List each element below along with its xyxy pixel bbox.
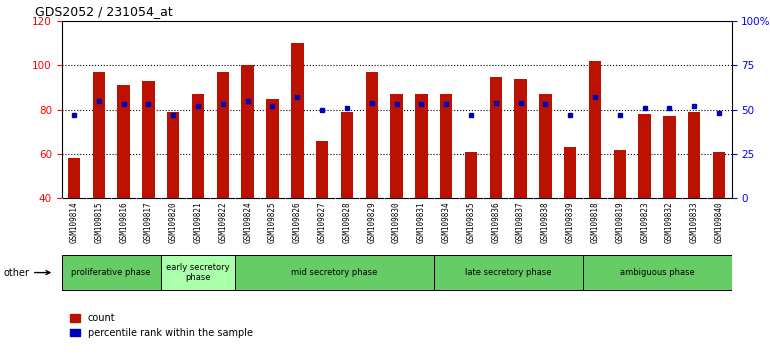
Text: GSM109821: GSM109821 (193, 201, 203, 242)
Bar (440, 94, 453, 198)
Text: other: other (3, 268, 50, 278)
FancyBboxPatch shape (583, 255, 732, 290)
Text: GSM109834: GSM109834 (442, 201, 450, 242)
Text: GSM109830: GSM109830 (392, 201, 401, 242)
Text: ambiguous phase: ambiguous phase (620, 268, 695, 277)
Bar (192, 94, 204, 198)
Text: GSM109828: GSM109828 (343, 201, 351, 242)
Bar (366, 72, 378, 198)
Text: GSM109822: GSM109822 (219, 201, 227, 242)
Bar (490, 76, 502, 198)
Text: GSM109840: GSM109840 (715, 201, 724, 242)
Bar (68, 159, 80, 198)
Text: GSM109829: GSM109829 (367, 201, 377, 242)
Bar (539, 94, 551, 198)
Bar (242, 65, 254, 198)
Text: GSM109832: GSM109832 (665, 201, 674, 242)
Text: GSM109825: GSM109825 (268, 201, 277, 242)
Bar (688, 112, 701, 198)
Text: GSM109835: GSM109835 (467, 201, 476, 242)
Bar (713, 152, 725, 198)
FancyBboxPatch shape (161, 255, 236, 290)
Text: early secretory
phase: early secretory phase (166, 263, 230, 282)
Text: GSM109814: GSM109814 (69, 201, 79, 242)
Text: GSM109815: GSM109815 (94, 201, 103, 242)
Text: mid secretory phase: mid secretory phase (291, 268, 378, 277)
Bar (415, 94, 427, 198)
Text: GSM109818: GSM109818 (591, 201, 600, 242)
Text: GSM109837: GSM109837 (516, 201, 525, 242)
Text: GSM109839: GSM109839 (566, 201, 574, 242)
Bar (266, 99, 279, 198)
FancyBboxPatch shape (236, 255, 434, 290)
Text: GDS2052 / 231054_at: GDS2052 / 231054_at (35, 5, 172, 18)
FancyBboxPatch shape (434, 255, 583, 290)
Bar (564, 147, 577, 198)
Text: GSM109820: GSM109820 (169, 201, 178, 242)
Bar (614, 149, 626, 198)
Legend: count, percentile rank within the sample: count, percentile rank within the sample (66, 309, 256, 342)
Text: GSM109823: GSM109823 (640, 201, 649, 242)
FancyBboxPatch shape (62, 255, 161, 290)
Bar (638, 114, 651, 198)
Bar (514, 79, 527, 198)
Bar (92, 72, 105, 198)
Text: GSM109831: GSM109831 (417, 201, 426, 242)
Text: GSM109824: GSM109824 (243, 201, 253, 242)
Bar (291, 44, 303, 198)
Text: GSM109838: GSM109838 (541, 201, 550, 242)
Text: late secretory phase: late secretory phase (465, 268, 551, 277)
Bar (589, 61, 601, 198)
Bar (118, 85, 130, 198)
Text: GSM109836: GSM109836 (491, 201, 500, 242)
Bar (663, 116, 676, 198)
Bar (340, 112, 353, 198)
Bar (390, 94, 403, 198)
Text: proliferative phase: proliferative phase (72, 268, 151, 277)
Bar (216, 72, 229, 198)
Text: GSM109816: GSM109816 (119, 201, 128, 242)
Text: GSM109833: GSM109833 (690, 201, 699, 242)
Bar (465, 152, 477, 198)
Text: GSM109817: GSM109817 (144, 201, 153, 242)
Text: GSM109826: GSM109826 (293, 201, 302, 242)
Bar (142, 81, 155, 198)
Text: GSM109819: GSM109819 (615, 201, 624, 242)
Text: GSM109827: GSM109827 (317, 201, 326, 242)
Bar (167, 112, 179, 198)
Bar (316, 141, 328, 198)
